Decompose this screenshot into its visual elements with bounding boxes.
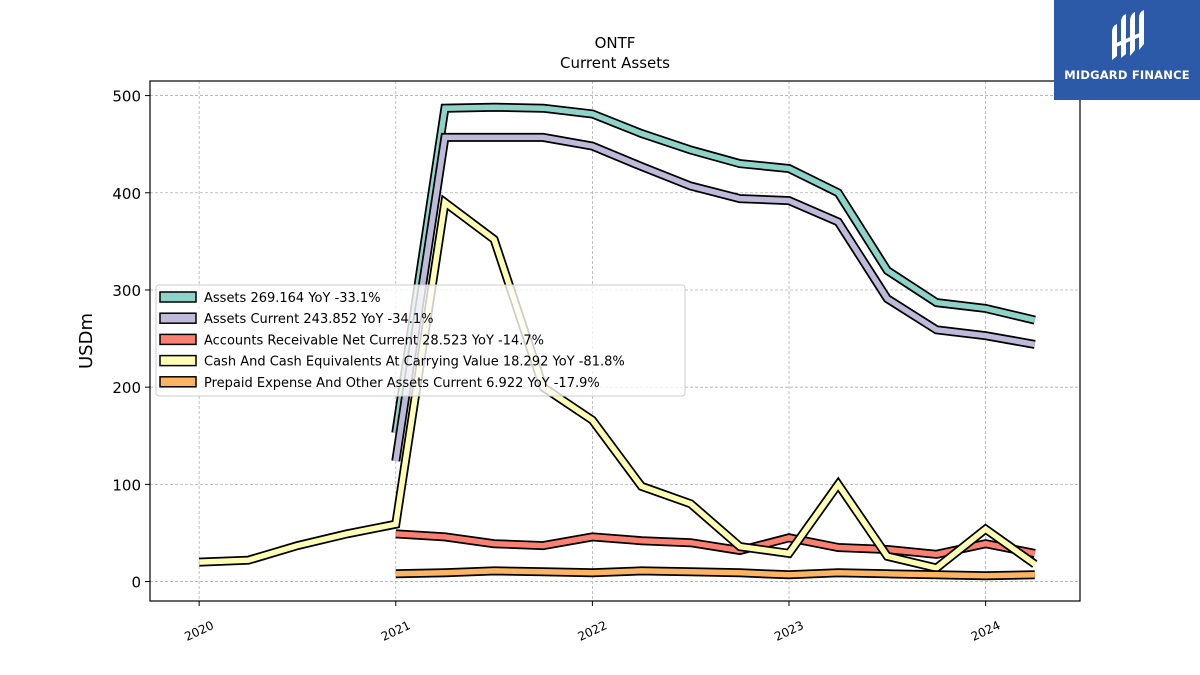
- series-lines: [199, 102, 1038, 581]
- y-tick-label: 0: [131, 574, 141, 592]
- legend-label: Accounts Receivable Net Current 28.523 Y…: [204, 333, 544, 348]
- brand-name: MIDGARD FINANCE: [1064, 68, 1190, 82]
- plot-frame: [149, 80, 1081, 602]
- legend: Assets 269.164 YoY -33.1% Assets Current …: [155, 284, 686, 397]
- legend-label: Cash And Cash Equivalents At Carrying Va…: [204, 355, 625, 370]
- y-tick-label: 100: [112, 476, 141, 494]
- series-line: [393, 134, 1036, 462]
- legend-swatch: [159, 312, 197, 324]
- legend-label: Assets 269.164 YoY -33.1%: [204, 291, 381, 306]
- chart-subtitle: Current Assets: [560, 54, 670, 72]
- series-line: [199, 197, 1037, 571]
- y-tick-label: 400: [112, 185, 141, 203]
- y-tick-label: 200: [112, 379, 141, 397]
- x-tick-label: 2020: [182, 618, 216, 644]
- y-tick-label: 500: [112, 88, 141, 106]
- series-line: [395, 568, 1035, 579]
- legend-swatch: [159, 354, 197, 367]
- brand-mark-icon: [1112, 10, 1144, 60]
- brand-logo: MIDGARD FINANCE: [1054, 0, 1200, 100]
- legend-label: Prepaid Expense And Other Assets Current…: [204, 376, 600, 391]
- legend-box: [155, 284, 686, 397]
- legend-swatch: [159, 376, 197, 388]
- legend-swatch: [159, 291, 197, 303]
- x-tick-label: 2023: [772, 618, 806, 644]
- series-line: [395, 531, 1036, 558]
- chart-title: ONTF: [595, 34, 636, 52]
- x-tick-label: 2022: [576, 618, 610, 644]
- x-tick-label: 2024: [969, 618, 1003, 644]
- series-line: [393, 104, 1036, 434]
- y-axis-label: USDm: [76, 313, 97, 369]
- legend-swatch: [159, 333, 197, 346]
- x-tick-label: 2021: [379, 618, 413, 644]
- axis-ticks: 0 100 200 300 400 500 2020 2021 2022 2023 2024: [112, 88, 1002, 644]
- legend-label: Assets Current 243.852 YoY -34.1%: [204, 312, 434, 327]
- y-tick-label: 300: [112, 282, 141, 300]
